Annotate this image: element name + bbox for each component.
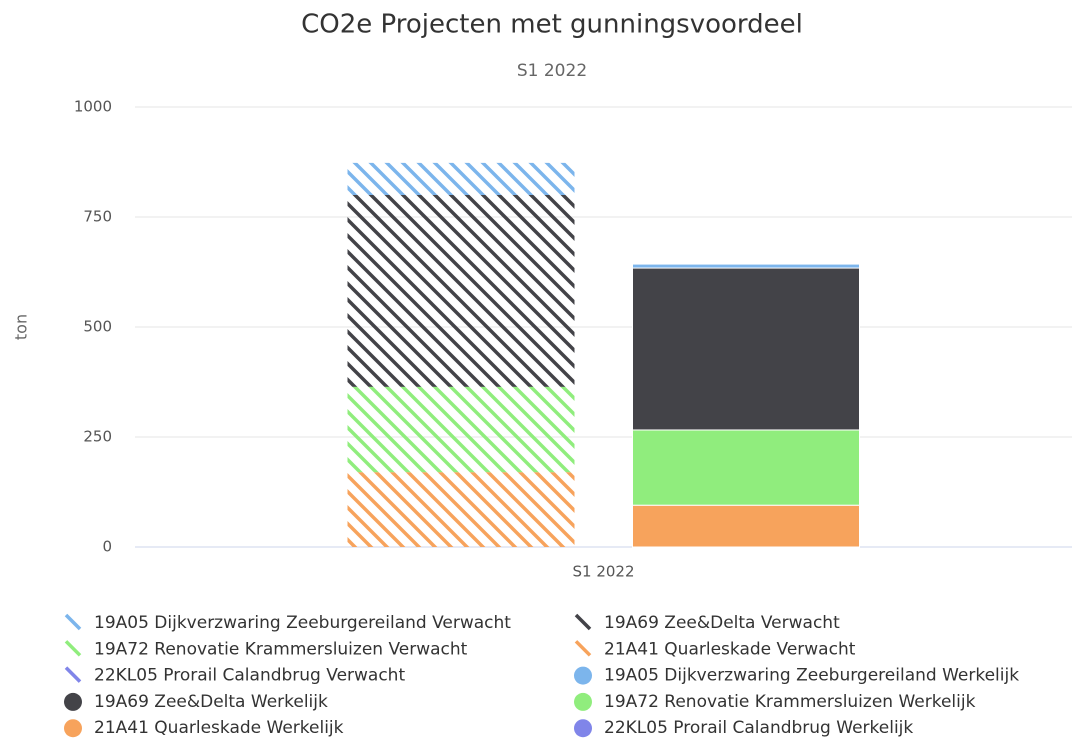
legend-label: 19A72 Renovatie Krammersluizen Werkelijk <box>604 692 976 712</box>
chart-title: CO2e Projecten met gunningsvoordeel <box>301 10 803 40</box>
chart-subtitle: S1 2022 <box>517 61 587 81</box>
legend-symbol <box>574 719 592 738</box>
bar-segment <box>632 263 860 269</box>
legend-label: 22KL05 Prorail Calandbrug Verwacht <box>94 666 405 686</box>
legend-symbol <box>64 640 82 657</box>
legend-symbol <box>574 613 592 631</box>
bar-segment <box>347 162 575 195</box>
legend-label: 21A41 Quarleskade Verwacht <box>604 639 856 659</box>
legend-label: 19A69 Zee&Delta Werkelijk <box>94 692 328 712</box>
bar-segment <box>347 195 575 387</box>
y-tick-label: 0 <box>102 538 112 556</box>
legend-symbol <box>574 666 592 685</box>
y-tick-label: 500 <box>83 318 112 336</box>
legend-symbol <box>64 692 82 711</box>
bar-segment <box>347 386 575 473</box>
x-tick-label: S1 2022 <box>572 563 634 581</box>
legend-symbol <box>64 613 82 631</box>
legend-label: 22KL05 Prorail Calandbrug Werkelijk <box>604 718 913 738</box>
bar-segment <box>632 267 860 431</box>
legend-label: 19A72 Renovatie Krammersluizen Verwacht <box>94 639 468 659</box>
legend-label: 19A05 Dijkverzwaring Zeeburgereiland Ver… <box>94 613 511 633</box>
legend-label: 19A05 Dijkverzwaring Zeeburgereiland Wer… <box>604 666 1019 686</box>
legend-label: 19A69 Zee&Delta Verwacht <box>604 613 840 633</box>
legend-symbol <box>64 666 82 683</box>
y-tick-label: 250 <box>83 428 112 446</box>
legend-symbol <box>64 719 82 738</box>
legend-symbol <box>574 640 592 657</box>
bar-segment <box>347 472 575 547</box>
y-axis-label: ton <box>12 314 31 340</box>
bar-segment <box>632 504 860 548</box>
legend-label: 21A41 Quarleskade Werkelijk <box>94 718 344 738</box>
bar-segment <box>632 429 860 506</box>
y-tick-label: 750 <box>83 208 112 226</box>
legend-symbol <box>574 692 592 711</box>
y-tick-label: 1000 <box>74 98 112 116</box>
